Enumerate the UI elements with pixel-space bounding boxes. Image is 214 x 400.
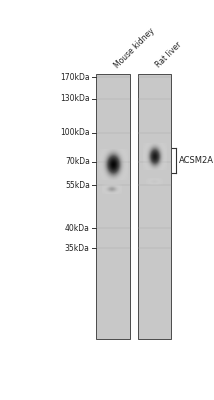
Bar (96, 74, 129, 339)
Text: 35kDa: 35kDa (65, 244, 90, 253)
Text: 100kDa: 100kDa (60, 128, 90, 137)
Text: Rat liver: Rat liver (155, 40, 184, 70)
Text: ACSM2A: ACSM2A (179, 156, 214, 165)
Text: 40kDa: 40kDa (65, 224, 90, 233)
Text: 55kDa: 55kDa (65, 180, 90, 190)
Text: 130kDa: 130kDa (60, 94, 90, 103)
Text: 70kDa: 70kDa (65, 158, 90, 166)
Text: 170kDa: 170kDa (60, 73, 90, 82)
Text: Mouse kidney: Mouse kidney (113, 26, 157, 70)
Bar (138, 74, 171, 339)
